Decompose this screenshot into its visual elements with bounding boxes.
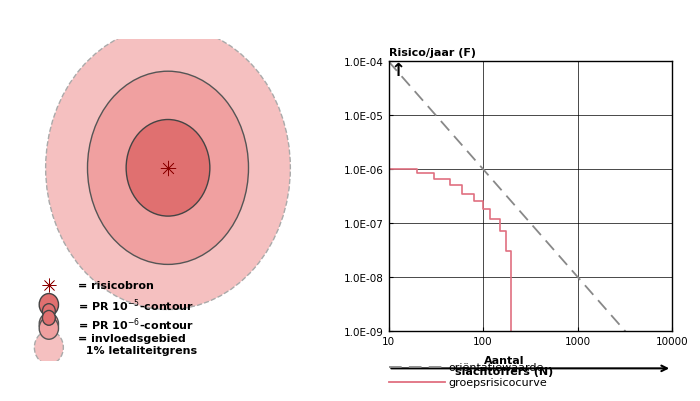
Ellipse shape xyxy=(39,294,59,316)
Text: oriëntatiewaarde: oriëntatiewaarde xyxy=(448,362,543,372)
Text: = PR 10$^{-5}$-contour: = PR 10$^{-5}$-contour xyxy=(78,297,194,313)
Text: = PR 10$^{-6}$-contour: = PR 10$^{-6}$-contour xyxy=(78,316,194,332)
Ellipse shape xyxy=(34,331,63,364)
Ellipse shape xyxy=(126,120,210,217)
Text: Aantal
slachtoffers (N): Aantal slachtoffers (N) xyxy=(455,355,553,377)
Ellipse shape xyxy=(43,304,55,319)
Text: ↑: ↑ xyxy=(391,62,406,80)
Text: = invloedsgebied
  1% letaliteitgrens: = invloedsgebied 1% letaliteitgrens xyxy=(78,334,197,355)
Text: Risico/jaar (F): Risico/jaar (F) xyxy=(389,48,475,58)
Ellipse shape xyxy=(88,72,248,265)
Ellipse shape xyxy=(39,317,59,339)
Ellipse shape xyxy=(39,313,59,335)
Text: = risicobron: = risicobron xyxy=(78,281,154,291)
Text: groepsrisicocurve: groepsrisicocurve xyxy=(448,377,547,387)
Ellipse shape xyxy=(43,311,55,326)
Ellipse shape xyxy=(46,27,290,310)
